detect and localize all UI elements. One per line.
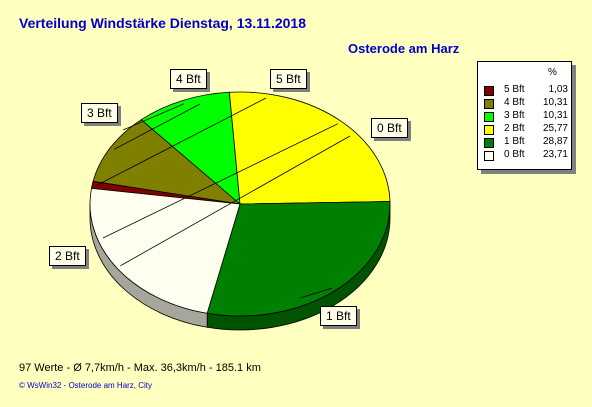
- label-leader-lines: [96, 97, 351, 299]
- pie-slices: [89, 91, 391, 317]
- legend-swatch: [484, 99, 494, 109]
- leader-line-1-bft: [299, 287, 333, 299]
- legend-label: 0 Bft: [504, 149, 525, 160]
- slice-label-4-bft: 4 Bft: [170, 69, 207, 89]
- legend-value: 28,87: [542, 136, 568, 147]
- legend-item-0-bft: 0 Bft 23,71: [484, 149, 568, 162]
- legend-label: 4 Bft: [504, 97, 525, 108]
- legend-value: 10,31: [542, 110, 568, 121]
- slice-label-2-bft: 2 Bft: [49, 246, 86, 266]
- legend-item-1-bft: 1 Bft 28,87: [484, 136, 568, 149]
- slice-label-3-bft: 3 Bft: [81, 103, 118, 123]
- chart-location: Osterode am Harz: [348, 41, 460, 56]
- legend-value: 1,03: [548, 84, 568, 95]
- legend-swatch: [484, 138, 494, 148]
- legend-value: 23,71: [542, 149, 568, 160]
- legend-value: 10,31: [542, 97, 568, 108]
- stats-footer: 97 Werte - Ø 7,7km/h - Max. 36,3km/h - 1…: [19, 362, 261, 374]
- slice-label-1-bft: 1 Bft: [320, 306, 357, 326]
- legend-swatch: [484, 125, 494, 135]
- legend-swatch: [484, 151, 494, 161]
- legend-item-5-bft: 5 Bft 1,03: [484, 84, 568, 97]
- legend-label: 5 Bft: [504, 84, 525, 95]
- leader-line-0-bft: [120, 135, 351, 267]
- legend-label: 3 Bft: [504, 110, 525, 121]
- legend-label: 2 Bft: [504, 123, 525, 134]
- legend-swatch: [484, 112, 494, 122]
- legend-swatch: [484, 86, 494, 96]
- leader-line-5-bft: [96, 97, 267, 186]
- leader-line-4-bft: [114, 103, 201, 150]
- slice-label-5-bft: 5 Bft: [270, 69, 307, 89]
- legend-item-2-bft: 2 Bft 25,77: [484, 123, 568, 136]
- leader-line-3-bft: [122, 103, 185, 131]
- legend-value: 25,77: [542, 123, 568, 134]
- slice-label-0-bft: 0 Bft: [371, 118, 408, 138]
- pie-slice-2-bft: [228, 91, 391, 205]
- chart-title: Verteilung Windstärke Dienstag, 13.11.20…: [19, 15, 306, 31]
- chart-legend: % 5 Bft 1,03 4 Bft 10,31 3 Bft 10,31 2 Bft 25,7…: [477, 61, 572, 170]
- legend-item-4-bft: 4 Bft 10,31: [484, 97, 568, 110]
- pie-slice-1-bft: [206, 201, 391, 317]
- legend-item-3-bft: 3 Bft 10,31: [484, 110, 568, 123]
- legend-label: 1 Bft: [504, 136, 525, 147]
- pie-slice-3-bft: [140, 91, 241, 205]
- copyright-line: © WsWin32 - Osterode am Harz, City: [19, 381, 153, 390]
- legend-header: %: [548, 67, 557, 78]
- leader-line-2-bft: [102, 123, 339, 239]
